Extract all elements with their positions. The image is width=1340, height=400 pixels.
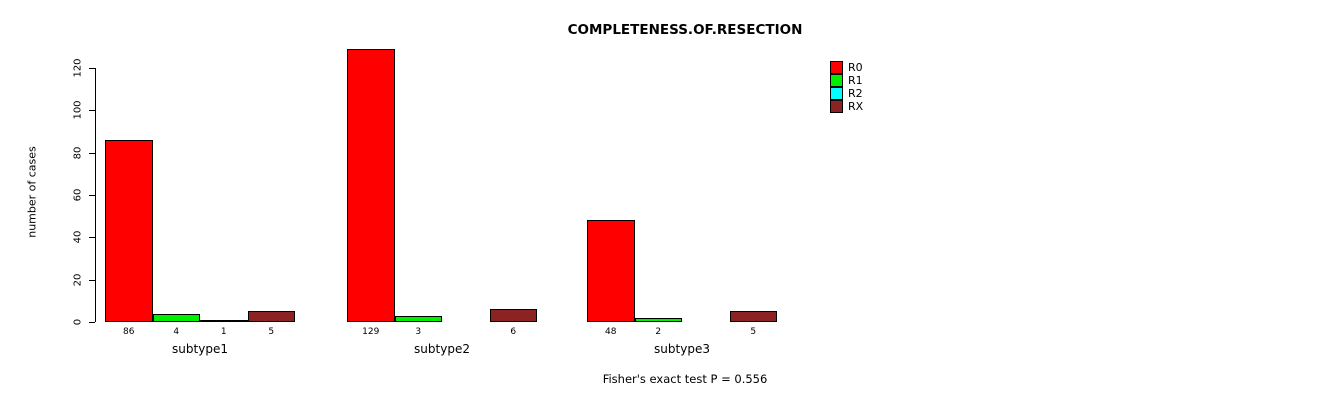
legend-label: R1 xyxy=(848,74,863,87)
y-tick xyxy=(89,110,95,112)
y-tick xyxy=(89,195,95,196)
bar-value-label: 86 xyxy=(123,327,135,337)
y-tick-label: 40 xyxy=(72,230,84,244)
y-tick-label: 120 xyxy=(72,58,84,78)
y-axis-label: number of cases xyxy=(25,146,39,238)
bar-value-label: 5 xyxy=(750,327,757,337)
y-tick-label: 20 xyxy=(72,273,84,287)
bar-r0-subtype1 xyxy=(105,140,153,322)
bar-r1-subtype2 xyxy=(394,316,442,322)
bar-r0-subtype2 xyxy=(347,49,395,322)
legend-swatch-r2 xyxy=(830,87,843,100)
bar-r1-subtype1 xyxy=(152,314,200,322)
legend: R0 R1 R2 RX xyxy=(830,61,863,113)
bar-value-label: 5 xyxy=(268,327,275,337)
y-tick xyxy=(89,237,95,239)
bar-value-label: 3 xyxy=(415,327,422,337)
legend-swatch-r0 xyxy=(830,61,843,74)
bar-value-label: 129 xyxy=(362,327,380,337)
bar-r1-subtype3 xyxy=(634,318,682,322)
y-tick xyxy=(89,152,95,154)
x-category-label: subtype1 xyxy=(172,342,228,356)
y-tick-label: 100 xyxy=(72,100,84,120)
legend-label: R2 xyxy=(848,87,863,100)
y-tick-label: 60 xyxy=(72,188,84,202)
legend-item-r1: R1 xyxy=(830,74,863,87)
bar-value-label: 4 xyxy=(173,327,180,337)
legend-swatch-r1 xyxy=(830,74,843,87)
bar-value-label: 2 xyxy=(655,327,662,337)
y-tick xyxy=(89,68,95,69)
y-tick-label: 0 xyxy=(72,318,84,326)
bar-rx-subtype2 xyxy=(489,309,537,322)
chart-title: COMPLETENESS.OF.RESECTION xyxy=(567,22,803,38)
legend-label: RX xyxy=(848,100,864,113)
y-tick xyxy=(89,279,95,281)
legend-item-r2: R2 xyxy=(830,87,863,100)
legend-item-rx: RX xyxy=(830,100,863,113)
x-category-label: subtype2 xyxy=(414,342,470,356)
legend-label: R0 xyxy=(848,61,863,74)
bar-rx-subtype1 xyxy=(247,311,295,322)
bar-r0-subtype3 xyxy=(587,220,635,322)
annotation-text: Fisher's exact test P = 0.556 xyxy=(602,372,768,386)
legend-item-r0: R0 xyxy=(830,61,863,74)
bar-value-label: 48 xyxy=(605,327,617,337)
bar-r2-subtype1 xyxy=(200,320,248,322)
legend-swatch-rx xyxy=(830,100,843,113)
y-tick xyxy=(89,322,95,323)
bar-rx-subtype3 xyxy=(729,311,777,322)
y-tick-label: 80 xyxy=(72,146,84,160)
x-category-label: subtype3 xyxy=(654,342,710,356)
y-axis-line xyxy=(95,68,96,322)
bar-value-label: 6 xyxy=(510,327,517,337)
bar-value-label: 1 xyxy=(220,327,227,337)
